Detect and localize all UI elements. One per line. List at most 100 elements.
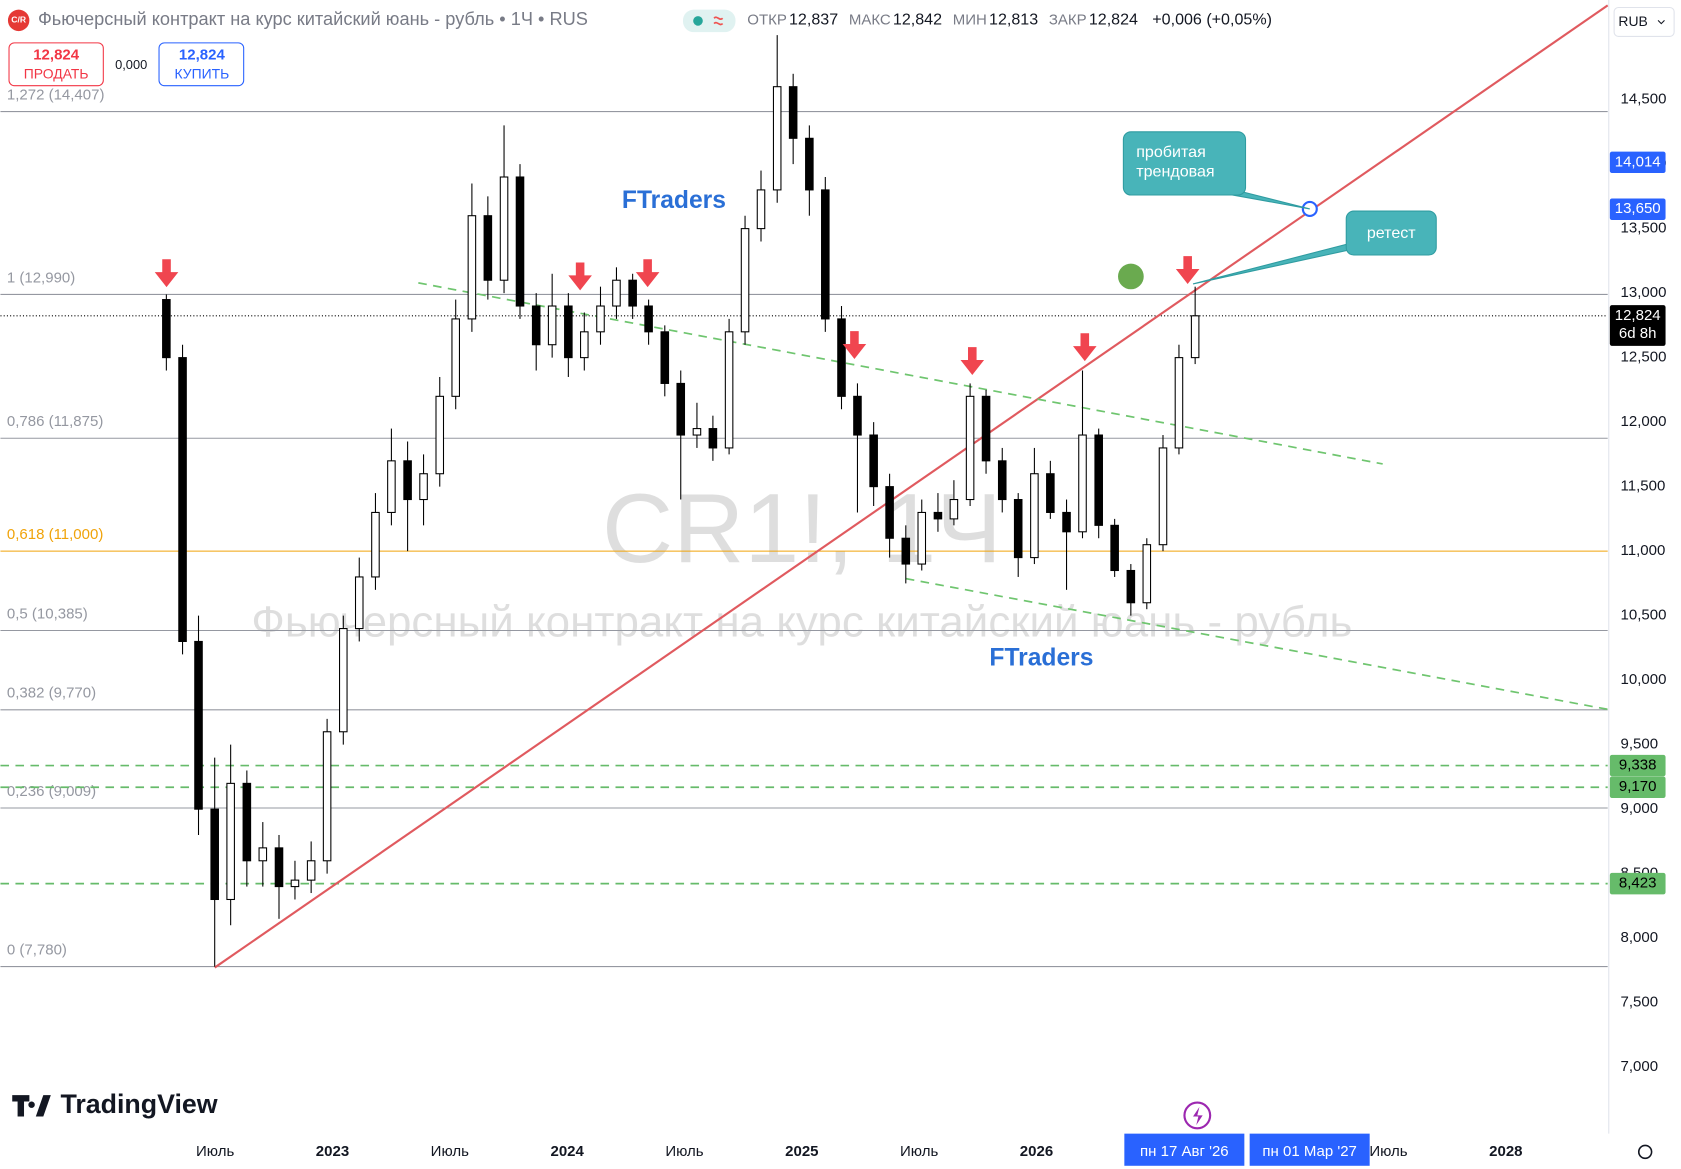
candle-body [644, 305, 653, 333]
price-tag-label: 9,170 [1619, 778, 1657, 795]
candle-body [371, 511, 380, 578]
candle-body [981, 395, 991, 462]
candle-body [885, 486, 894, 539]
date-tag-label: пн 01 Мар '27 [1262, 1143, 1357, 1160]
candle-body [515, 176, 525, 307]
change: +0,006 (+0,05%) [1152, 11, 1272, 29]
buy-label: КУПИТЬ [175, 66, 230, 82]
buy-price: 12,824 [179, 47, 226, 64]
candle-body [1142, 544, 1152, 604]
down-arrow [635, 259, 660, 288]
watermark-description: Фьючерсный контракт на курс китайский юа… [251, 597, 1352, 646]
candle-body [1013, 499, 1023, 559]
y-tick-label: 7,500 [1621, 994, 1659, 1011]
callout-text: ретест [1367, 224, 1416, 242]
callout-box [1122, 131, 1247, 196]
drawing-layer [214, 4, 1609, 969]
candle-body [965, 395, 975, 501]
candle-body [788, 86, 798, 139]
down-arrow [568, 262, 592, 291]
candle-body [226, 782, 235, 901]
down-arrow [1073, 333, 1097, 362]
candle-body [483, 215, 493, 281]
down-arrow [842, 331, 867, 359]
ohlc-value: 12,813 [989, 11, 1038, 29]
status-pill[interactable] [682, 9, 736, 33]
candle-body [596, 305, 605, 333]
brand-label: FTraders [622, 187, 726, 214]
countdown: 6d 8h [1619, 325, 1657, 342]
sell-price: 12,824 [33, 47, 80, 64]
currency-button[interactable] [1613, 6, 1675, 37]
callout-text: пробитая трендовая [1136, 143, 1214, 180]
price-tag-label: 8,423 [1619, 875, 1657, 892]
y-tick-label: 10,500 [1621, 607, 1667, 624]
candle-body [853, 395, 862, 436]
logo: TradingView [60, 1089, 217, 1119]
x-tick-label: 2025 [785, 1143, 818, 1160]
y-tick-label: 13,000 [1621, 284, 1667, 301]
x-tick-label: 2023 [316, 1143, 349, 1160]
candle-body [1094, 434, 1103, 526]
date-tag [1249, 1133, 1370, 1166]
candle-body [933, 511, 943, 520]
price-tag [1609, 198, 1666, 220]
candle-body [676, 382, 686, 436]
candles [162, 35, 1200, 967]
ohlc-value: 12,837 [789, 11, 838, 29]
candle-body [162, 299, 171, 359]
date-tag [1124, 1133, 1245, 1166]
candle-body [1030, 473, 1039, 559]
candle-body [997, 460, 1007, 501]
y-tick-label: 10,000 [1621, 671, 1667, 688]
ohlc-key: МАКС [849, 11, 891, 28]
candle-body [612, 279, 621, 307]
y-tick-label: 11,500 [1621, 478, 1666, 495]
axes: 7,0007,5008,0008,5009,0009,50010,00010,5… [196, 91, 1666, 1166]
date-tag-label: пн 17 Авг '26 [1140, 1143, 1229, 1160]
candle-body [1126, 569, 1136, 604]
candle-body [772, 86, 782, 191]
price-tag-label: 13,650 [1615, 200, 1661, 217]
price-scale [1608, 0, 1681, 1134]
settings-icon[interactable] [1637, 1144, 1653, 1160]
candle-body [403, 460, 412, 501]
chart-title[interactable]: Фьючерсный контракт на курс китайский юа… [38, 9, 588, 29]
y-tick-label: 9,500 [1621, 736, 1659, 753]
candle-body [756, 189, 766, 230]
symbol-icon [7, 9, 30, 32]
y-tick-label: 8,000 [1621, 929, 1659, 946]
buy-button[interactable] [158, 42, 245, 87]
candle-body [210, 808, 219, 901]
status-dot [693, 16, 703, 26]
brand-label: FTraders [989, 644, 1093, 671]
y-tick-label: 9,000 [1621, 800, 1659, 817]
ohlc-legend: ОТКР 12,837 МАКС 12,842 МИН 12,813 ЗАКР 12,824 [747, 11, 1138, 29]
sell-button[interactable] [8, 42, 104, 87]
price-tag [1609, 754, 1666, 777]
candle-body [258, 847, 268, 862]
candle-body [740, 228, 750, 333]
candle-body [467, 215, 477, 320]
x-tick-label: Июль [900, 1143, 938, 1160]
down-arrow [1175, 256, 1200, 284]
candle-body [564, 305, 573, 359]
footer: TradingView [12, 1089, 1653, 1160]
y-tick-label: 13,500 [1621, 220, 1667, 237]
currency: RUB [1618, 13, 1647, 29]
candle-body [499, 176, 509, 281]
ohlc-value: 12,824 [1089, 11, 1138, 29]
candle-body [435, 395, 445, 475]
candle-body [1046, 473, 1055, 513]
dropdown-icon [1657, 19, 1665, 25]
candle-body [1174, 357, 1184, 449]
fib-label: 0,236 (9,009) [7, 783, 96, 800]
sell-label: ПРОДАТЬ [24, 66, 89, 82]
candle-body [419, 473, 428, 501]
price-tag [1609, 872, 1666, 895]
fib-label: 0,5 (10,385) [7, 605, 88, 622]
green-dot [1118, 263, 1144, 290]
